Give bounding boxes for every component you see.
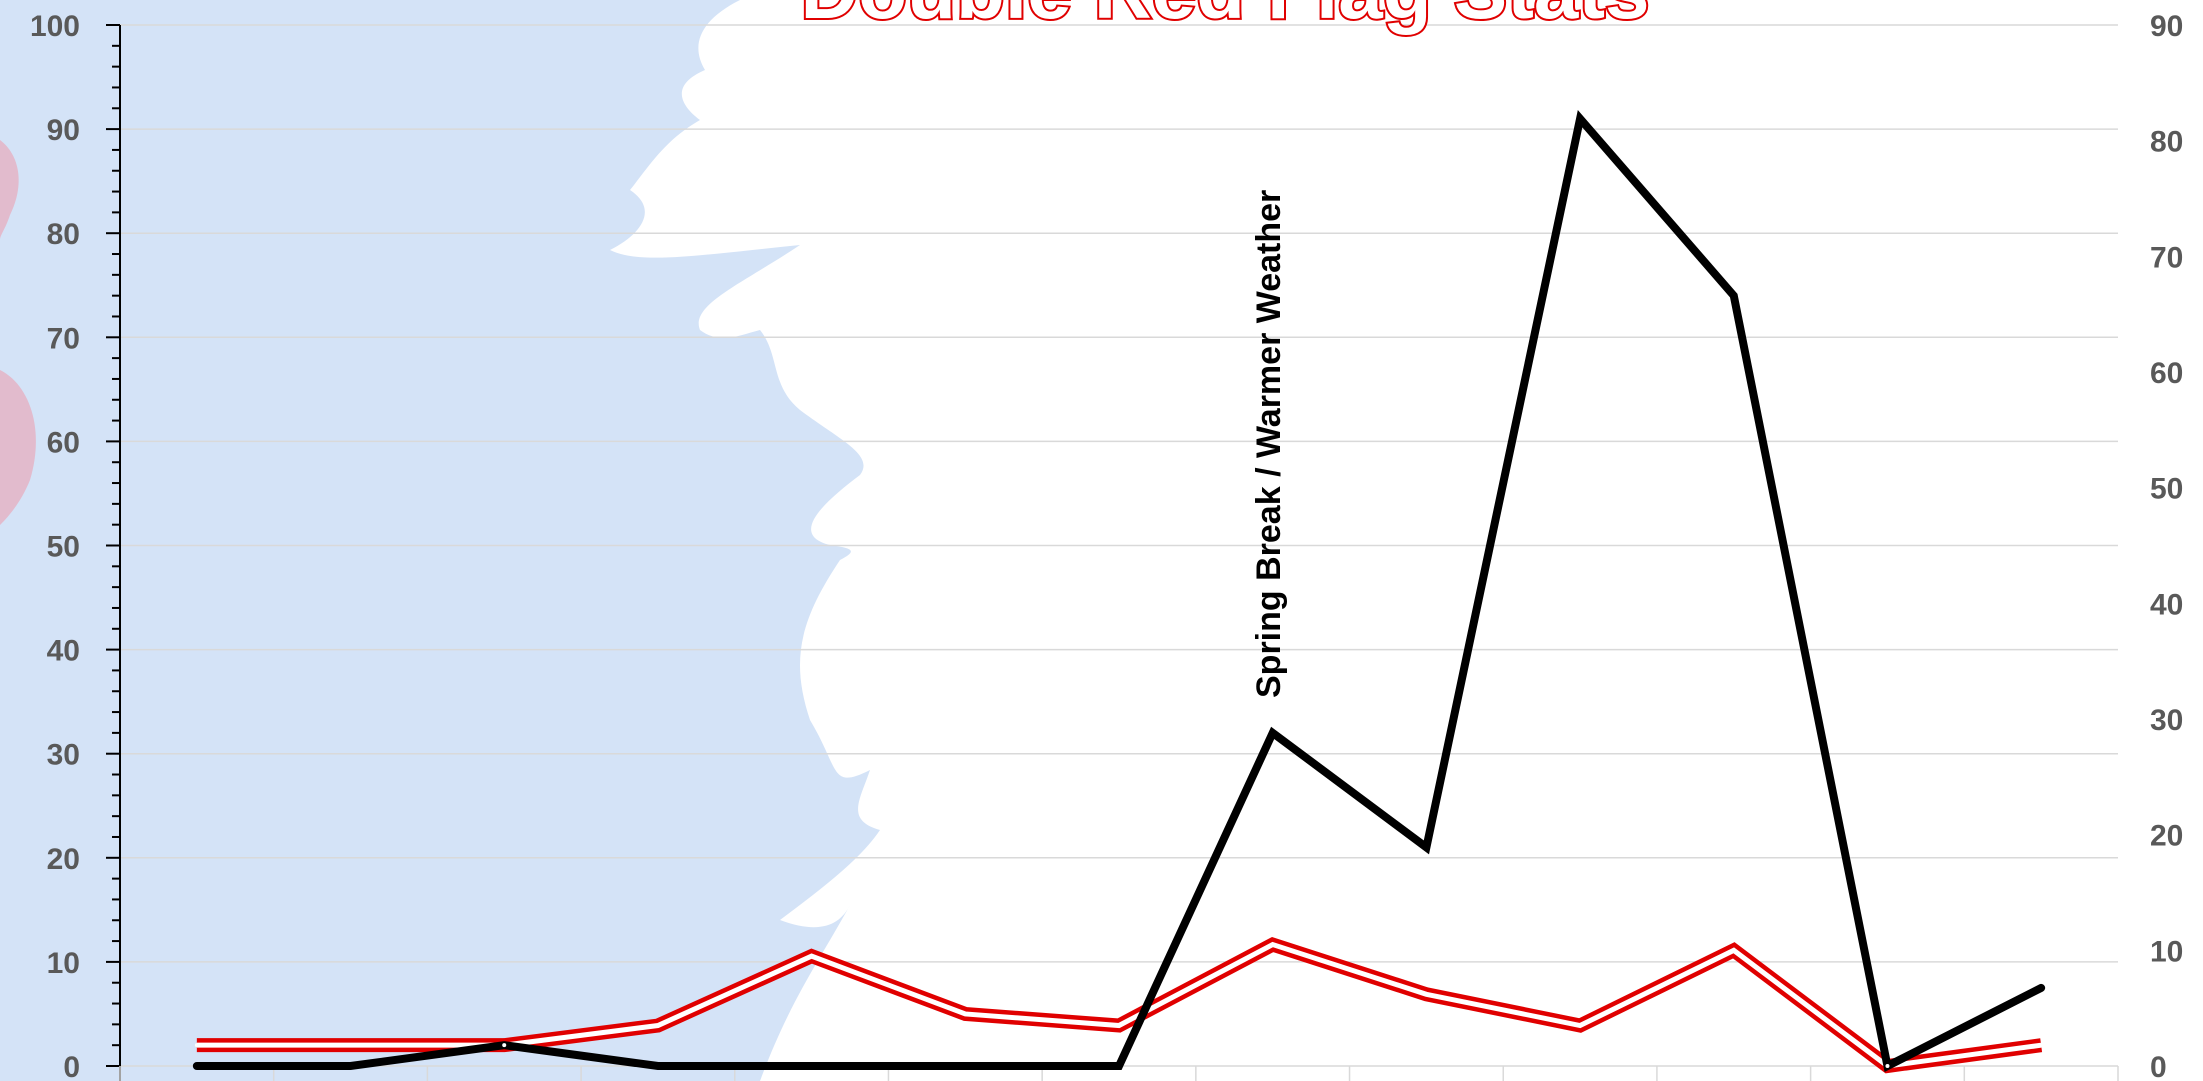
right-tick-label: 0 [2150, 1051, 2167, 1081]
red-series-point [1270, 942, 1275, 947]
black-series-point [809, 1064, 814, 1068]
red-series-point [809, 954, 814, 959]
red-series-point [1885, 1064, 1890, 1068]
right-tick-label: 70 [2150, 241, 2183, 274]
left-tick-label: 10 [47, 947, 80, 980]
left-tick-label: 60 [47, 426, 80, 459]
chart-title: Double Red Flag Stats [801, 0, 1650, 35]
red-series-point [1117, 1023, 1121, 1028]
left-tick-label: 40 [47, 635, 80, 668]
black-series-point [1424, 845, 1429, 850]
left-tick-label: 80 [47, 218, 80, 251]
background-decoration [0, 0, 880, 1081]
left-tick-label: 0 [63, 1051, 80, 1081]
right-tick-label: 90 [2150, 10, 2183, 43]
black-series-point [1117, 1064, 1121, 1068]
red-series-point [655, 1023, 660, 1028]
red-series-point [502, 1043, 507, 1048]
red-series-point [348, 1043, 353, 1048]
right-tick-label: 50 [2150, 473, 2183, 506]
left-tick-label: 70 [47, 322, 80, 355]
black-series-point [1270, 730, 1275, 735]
black-series-point [655, 1064, 660, 1068]
left-tick-label: 30 [47, 739, 80, 772]
red-series-point [2039, 1043, 2044, 1048]
red-series-point [1731, 948, 1736, 953]
gridlines [120, 24, 2118, 1067]
black-series-point [1731, 293, 1736, 298]
right-tick-label: 20 [2150, 820, 2183, 853]
black-series-point [348, 1064, 353, 1068]
left-tick-label: 90 [47, 114, 80, 147]
left-tick-label: 100 [30, 10, 80, 43]
left-tick-label: 20 [47, 843, 80, 876]
black-series-point [194, 1064, 199, 1068]
right-tick-label: 10 [2150, 935, 2183, 968]
red-series-point [1424, 992, 1429, 997]
black-series-point [1578, 116, 1583, 121]
series-layer [192, 109, 2046, 1074]
x-axis-ticks [119, 1066, 2119, 1081]
red-series-point [963, 1011, 968, 1016]
black-series-point [2039, 985, 2044, 990]
left-axis: 0 10 20 30 40 50 60 70 80 90 100 [30, 10, 121, 1081]
right-axis: 0 10 20 30 40 50 60 70 80 90 [2150, 10, 2183, 1081]
right-tick-label: 60 [2150, 357, 2183, 390]
red-series-point [1578, 1023, 1583, 1028]
red-series-point [194, 1043, 199, 1048]
black-series-point [963, 1064, 968, 1068]
right-tick-label: 30 [2150, 704, 2183, 737]
right-tick-label: 80 [2150, 126, 2183, 159]
right-tick-label: 40 [2150, 588, 2183, 621]
spring-break-annotation: Spring Break / Warmer Weather [1250, 190, 1288, 698]
left-tick-label: 50 [47, 531, 80, 564]
